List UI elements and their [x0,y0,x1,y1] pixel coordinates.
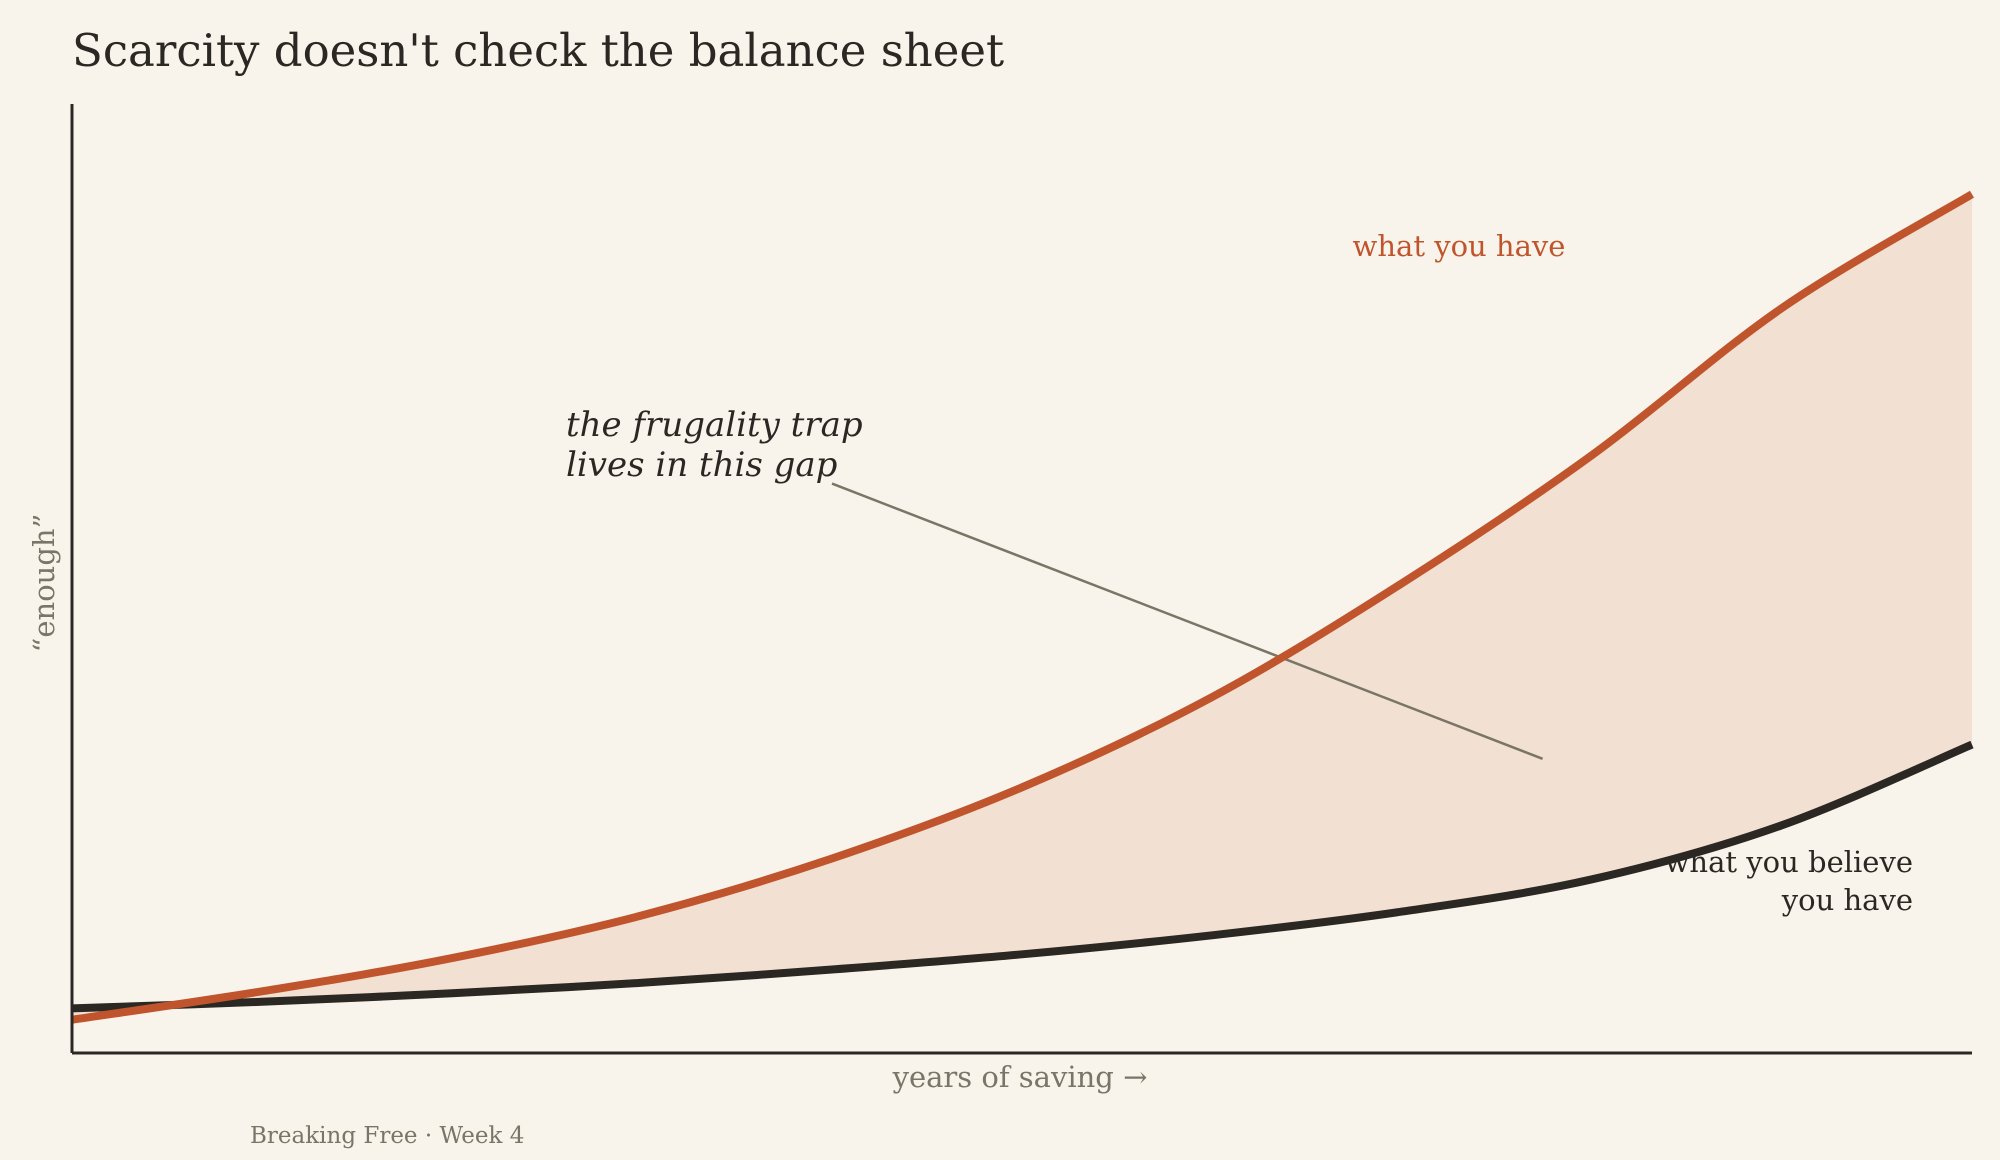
gap-area-layer [72,194,1972,1020]
annotation-layer: the frugality trap lives in this gap [566,405,1544,760]
y-axis-label: “enough” [27,514,61,653]
series-label-what-you-have: what you have [1353,229,1566,263]
annotation-leader-line [831,482,1544,760]
annotation-text: the frugality trap lives in this gap [566,405,863,485]
chart-title: Scarcity doesn't check the balance sheet [72,24,1004,77]
x-axis-label: years of saving → [892,1060,1148,1094]
series-label-layer: what you have what you believe you have [1353,229,1913,917]
series-label-what-you-believe: what you believe you have [1665,845,1913,917]
series-layer [71,190,1975,1024]
gap-area [72,194,1972,1020]
series-line-what-you-believe [71,740,1974,1013]
series-line-what-you-have [71,190,1975,1024]
footer-text: Breaking Free · Week 4 [250,1123,524,1149]
